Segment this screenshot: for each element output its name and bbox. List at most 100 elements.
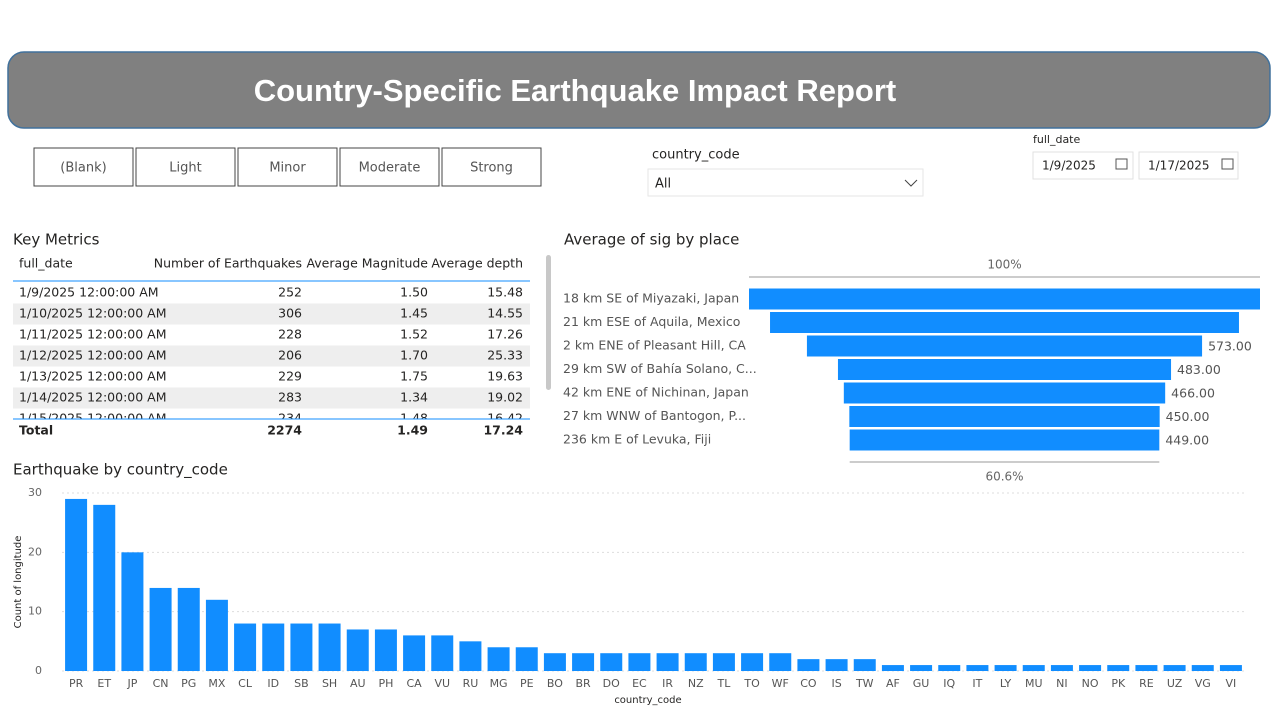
total-cell: 1.49 [397, 423, 428, 438]
place-label: 236 km E of Levuka, Fiji [563, 432, 711, 447]
filter-label: country_code [652, 148, 740, 163]
table-cell: 206 [278, 348, 302, 363]
row-band [13, 387, 530, 409]
table-cell: 234 [278, 411, 302, 426]
slicer-button[interactable] [441, 147, 542, 187]
x-tick-label: BO [547, 677, 563, 690]
table-cell: 25.33 [487, 348, 523, 363]
x-tick-label: CL [238, 677, 253, 690]
x-tick-label: LY [1000, 677, 1012, 690]
bar [1050, 665, 1073, 671]
x-tick-label: SH [322, 677, 337, 690]
place-label: 29 km SW of Bahía Solano, C... [563, 361, 757, 376]
x-tick-label: NZ [688, 677, 704, 690]
bottom-label: 60.6% [985, 470, 1023, 484]
slicer-button[interactable] [135, 147, 236, 187]
x-tick-label: IR [662, 677, 673, 690]
x-tick-label: SB [294, 677, 309, 690]
funnel-bar [770, 312, 1239, 333]
table-cell: 1.50 [400, 285, 428, 300]
bar [65, 498, 88, 671]
bar [1079, 665, 1102, 671]
bar [910, 665, 933, 671]
x-tick-label: IT [972, 677, 982, 690]
bar [459, 641, 482, 671]
x-tick-label: CN [153, 677, 169, 690]
table-cell: 1.34 [400, 390, 428, 405]
table-cell: 1/14/2025 12:00:00 AM [19, 390, 167, 405]
bar [572, 653, 595, 671]
bar [1107, 665, 1130, 671]
y-tick-label: 0 [35, 664, 42, 677]
x-tick-label: UZ [1167, 677, 1183, 690]
x-tick-label: RE [1139, 677, 1154, 690]
x-tick-label: PG [181, 677, 196, 690]
scrollbar[interactable] [546, 255, 551, 390]
y-axis-title: Count of longitude [13, 536, 24, 629]
table-cell: 19.63 [487, 369, 523, 384]
x-tick-label: MG [490, 677, 508, 690]
bar [543, 653, 566, 671]
chevron [904, 179, 918, 187]
chart-title: Average of sig by place [564, 231, 739, 249]
bar [318, 623, 341, 671]
row-band [13, 345, 530, 367]
table-cell: 1.48 [400, 411, 428, 426]
slicer-button[interactable] [33, 147, 134, 187]
x-tick-label: NI [1056, 677, 1067, 690]
x-tick-label: MU [1025, 677, 1043, 690]
top-label: 100% [987, 258, 1021, 272]
bar [149, 587, 172, 671]
dropdown[interactable] [647, 168, 924, 197]
column-header: Number of Earthquakes [154, 256, 302, 271]
place-label: 2 km ENE of Pleasant Hill, CA [563, 338, 746, 353]
bar [966, 665, 989, 671]
x-tick-label: NO [1082, 677, 1099, 690]
bar [994, 665, 1017, 671]
x-tick-label: WF [772, 677, 789, 690]
bar [825, 659, 848, 671]
total-cell: Total [19, 423, 53, 438]
table-cell: 229 [278, 369, 302, 384]
data-label: 483.00 [1177, 362, 1221, 377]
x-tick-label: ET [97, 677, 111, 690]
slicer-button[interactable] [339, 147, 440, 187]
date-label: full_date [1033, 133, 1080, 146]
table-cell: 1.45 [400, 306, 428, 321]
x-tick-label: IQ [943, 677, 955, 690]
x-tick-label: RU [463, 677, 479, 690]
bar [1163, 665, 1186, 671]
table-cell: 1.52 [400, 327, 428, 342]
table-cell: 1/11/2025 12:00:00 AM [19, 327, 167, 342]
x-tick-label: PK [1111, 677, 1126, 690]
table-cell: 15.48 [487, 285, 523, 300]
bar [797, 659, 820, 671]
funnel-bar [843, 382, 1166, 404]
bar [741, 653, 764, 671]
bar [262, 623, 285, 671]
total-cell: 2274 [267, 423, 302, 438]
bar [1022, 665, 1045, 671]
header-banner [7, 51, 1271, 129]
bar [93, 504, 116, 671]
slicer-label: Moderate [359, 161, 421, 176]
bar [853, 659, 876, 671]
slicer-button[interactable] [237, 147, 338, 187]
data-label: 450.00 [1166, 409, 1210, 424]
report-title: Country-Specific Earthquake Impact Repor… [254, 73, 897, 108]
x-tick-label: TL [716, 677, 731, 690]
table-cell: 1/12/2025 12:00:00 AM [19, 348, 167, 363]
column-header: full_date [19, 256, 73, 271]
bar [374, 629, 397, 671]
calendar-icon [1221, 158, 1234, 170]
x-tick-label: ID [267, 677, 279, 690]
x-tick-label: CA [406, 677, 422, 690]
slicer-label: Light [169, 161, 201, 176]
table-cell: 1.70 [400, 348, 428, 363]
x-tick-label: IS [831, 677, 841, 690]
x-tick-label: TW [855, 677, 874, 690]
x-tick-label: CO [800, 677, 817, 690]
x-tick-label: PE [520, 677, 534, 690]
x-tick-label: BR [575, 677, 591, 690]
